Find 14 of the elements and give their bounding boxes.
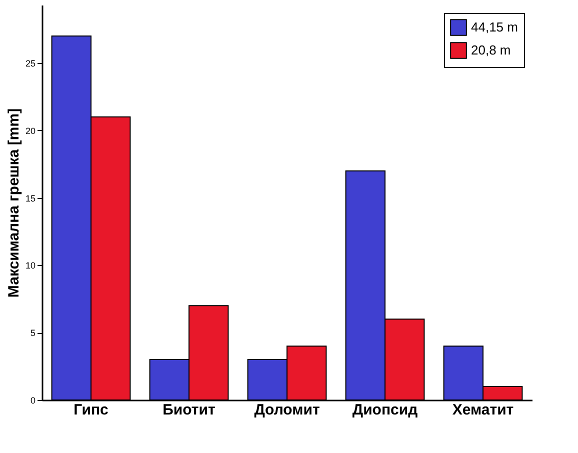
y-tick-label: 0	[30, 396, 36, 406]
x-tick-label: Хематит	[452, 402, 514, 418]
y-tick-label: 5	[30, 328, 36, 338]
x-tick-label: Биотит	[162, 402, 216, 418]
y-tick-label: 10	[25, 260, 36, 271]
x-tick-label: Гипс	[74, 402, 108, 418]
x-tick-label: Диопсид	[352, 402, 418, 418]
y-axis-title: Максимална грешка [mm]	[5, 108, 22, 298]
legend-label: 44,15 m	[471, 20, 518, 34]
y-tick-label: 25	[25, 58, 36, 68]
x-tick-label: Доломит	[254, 402, 320, 418]
y-tick-label: 15	[25, 193, 36, 204]
legend-label: 20,8 m	[471, 42, 511, 58]
y-tick-label: 20	[25, 126, 36, 136]
